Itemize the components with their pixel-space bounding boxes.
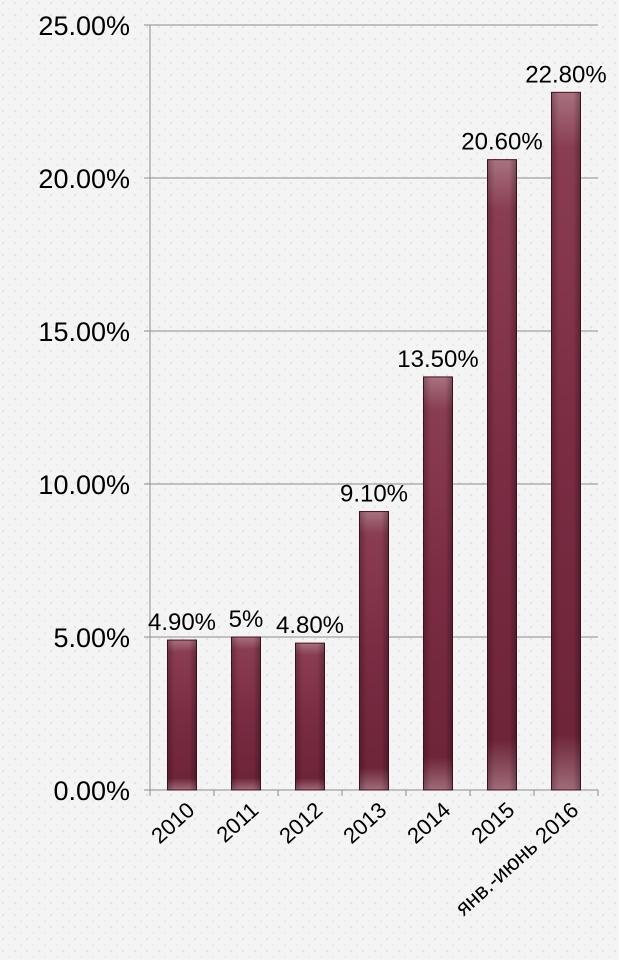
gridlines xyxy=(150,24,598,638)
y-tick-label: 25.00% xyxy=(38,11,130,41)
bar xyxy=(423,376,453,791)
data-label: 4.90% xyxy=(148,609,216,636)
bar xyxy=(551,91,581,791)
data-label: 22.80% xyxy=(525,61,606,88)
data-label: 4.80% xyxy=(276,612,344,639)
bar xyxy=(359,511,389,791)
data-label: 5% xyxy=(229,606,264,633)
x-tick-label: 2010 xyxy=(146,797,199,848)
bar-shading xyxy=(359,511,389,790)
y-tick-label: 20.00% xyxy=(38,164,130,194)
x-tick-label: 2012 xyxy=(274,797,327,848)
x-tick-label: 2011 xyxy=(211,797,263,847)
data-label: 13.50% xyxy=(397,346,478,373)
x-tick-label: 2015 xyxy=(466,797,519,848)
bar-shading xyxy=(231,637,261,790)
data-labels: 4.90% 5% 4.80% 9.10% 13.50% 20.60% 22.80% xyxy=(148,61,607,639)
data-label: 20.60% xyxy=(461,129,542,156)
y-tick-label: 10.00% xyxy=(38,470,130,500)
bar xyxy=(295,642,325,791)
x-tick-label: 2013 xyxy=(338,797,391,848)
bar xyxy=(487,159,517,791)
bar-shading xyxy=(295,643,325,790)
data-label: 9.10% xyxy=(340,481,408,508)
bar-shading xyxy=(423,376,453,790)
y-tick-label: 5.00% xyxy=(53,623,130,653)
bars xyxy=(167,91,581,791)
y-tick-label: 0.00% xyxy=(53,776,130,806)
bar xyxy=(231,636,261,791)
bar-shading xyxy=(487,159,517,790)
x-tick-label: 2014 xyxy=(402,797,455,848)
bar xyxy=(167,639,197,791)
y-tick-label: 15.00% xyxy=(38,317,130,347)
bar-shading xyxy=(551,92,581,790)
bar-shading xyxy=(167,640,197,790)
